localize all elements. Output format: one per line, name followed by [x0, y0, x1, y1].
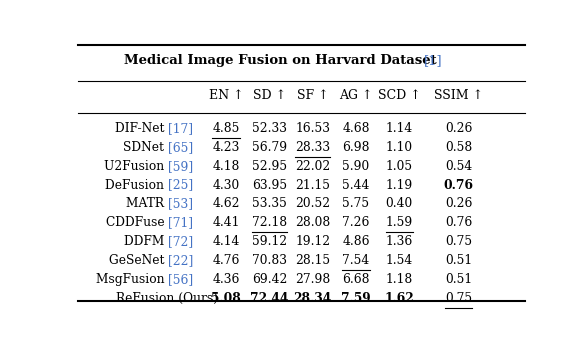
- Text: 0.51: 0.51: [445, 254, 472, 267]
- Text: 4.18: 4.18: [212, 160, 240, 173]
- Text: 63.95: 63.95: [252, 178, 287, 191]
- Text: 4.14: 4.14: [212, 235, 240, 248]
- Text: 0.26: 0.26: [445, 122, 472, 135]
- Text: 70.83: 70.83: [252, 254, 287, 267]
- Text: 28.08: 28.08: [295, 216, 330, 229]
- Text: 5.44: 5.44: [342, 178, 370, 191]
- Text: 16.53: 16.53: [295, 122, 330, 135]
- Text: 56.79: 56.79: [252, 141, 287, 154]
- Text: 5.75: 5.75: [342, 198, 370, 210]
- Text: 28.34: 28.34: [293, 292, 332, 305]
- Text: [72]: [72]: [168, 235, 193, 248]
- Text: [25]: [25]: [168, 178, 193, 191]
- Text: 0.26: 0.26: [445, 198, 472, 210]
- Text: 1.59: 1.59: [386, 216, 413, 229]
- Text: SCD ↑: SCD ↑: [378, 89, 420, 102]
- Text: [22]: [22]: [168, 254, 193, 267]
- Text: DeFusion: DeFusion: [105, 178, 167, 191]
- Text: 22.02: 22.02: [295, 160, 330, 173]
- Text: 4.30: 4.30: [212, 178, 240, 191]
- Text: 1.18: 1.18: [386, 273, 413, 286]
- Text: DIF-Net: DIF-Net: [115, 122, 167, 135]
- Text: 0.75: 0.75: [445, 292, 472, 305]
- Text: EN ↑: EN ↑: [209, 89, 243, 102]
- Text: 0.40: 0.40: [386, 198, 413, 210]
- Text: 4.76: 4.76: [212, 254, 240, 267]
- Text: 4.41: 4.41: [212, 216, 240, 229]
- Text: 21.15: 21.15: [295, 178, 330, 191]
- Text: 1.36: 1.36: [386, 235, 413, 248]
- Text: 7.54: 7.54: [342, 254, 370, 267]
- Text: 0.54: 0.54: [445, 160, 472, 173]
- Text: 59.12: 59.12: [252, 235, 287, 248]
- Text: 4.86: 4.86: [342, 235, 370, 248]
- Text: 20.52: 20.52: [295, 198, 330, 210]
- Text: 5.08: 5.08: [211, 292, 241, 305]
- Text: CDDFuse: CDDFuse: [106, 216, 167, 229]
- Text: [65]: [65]: [168, 141, 193, 154]
- Text: 4.36: 4.36: [212, 273, 240, 286]
- Text: 0.51: 0.51: [445, 273, 472, 286]
- Text: 0.75: 0.75: [445, 235, 472, 248]
- Text: AG ↑: AG ↑: [339, 89, 373, 102]
- Text: 1.54: 1.54: [386, 254, 413, 267]
- Text: 28.15: 28.15: [295, 254, 330, 267]
- Text: 28.33: 28.33: [295, 141, 330, 154]
- Text: 52.95: 52.95: [252, 160, 287, 173]
- Text: [1]: [1]: [424, 54, 443, 67]
- Text: [56]: [56]: [168, 273, 193, 286]
- Text: [59]: [59]: [168, 160, 193, 173]
- Text: 7.26: 7.26: [342, 216, 370, 229]
- Text: ReFusion (Ours): ReFusion (Ours): [116, 292, 218, 305]
- Text: [71]: [71]: [168, 216, 193, 229]
- Text: 1.14: 1.14: [386, 122, 413, 135]
- Text: DDFM: DDFM: [124, 235, 167, 248]
- Text: 27.98: 27.98: [295, 273, 330, 286]
- Text: 6.98: 6.98: [342, 141, 370, 154]
- Text: 72.44: 72.44: [250, 292, 289, 305]
- Text: 1.62: 1.62: [385, 292, 414, 305]
- Text: 53.35: 53.35: [252, 198, 287, 210]
- Text: U2Fusion: U2Fusion: [104, 160, 167, 173]
- Text: GeSeNet: GeSeNet: [109, 254, 167, 267]
- Text: SDNet: SDNet: [123, 141, 167, 154]
- Text: 4.23: 4.23: [212, 141, 240, 154]
- Text: 52.33: 52.33: [252, 122, 287, 135]
- Text: 7.59: 7.59: [341, 292, 371, 305]
- Text: 5.90: 5.90: [342, 160, 370, 173]
- Text: [17]: [17]: [168, 122, 193, 135]
- Text: 4.62: 4.62: [212, 198, 240, 210]
- Text: 72.18: 72.18: [252, 216, 287, 229]
- Text: SF ↑: SF ↑: [297, 89, 329, 102]
- Text: 19.12: 19.12: [295, 235, 330, 248]
- Text: 0.58: 0.58: [445, 141, 472, 154]
- Text: 1.05: 1.05: [386, 160, 413, 173]
- Text: 0.76: 0.76: [443, 178, 473, 191]
- Text: MsgFusion: MsgFusion: [96, 273, 167, 286]
- Text: 1.19: 1.19: [386, 178, 413, 191]
- Text: MATR: MATR: [126, 198, 167, 210]
- Text: SSIM ↑: SSIM ↑: [434, 89, 483, 102]
- Text: 1.10: 1.10: [386, 141, 413, 154]
- Text: [53]: [53]: [168, 198, 193, 210]
- Text: 4.85: 4.85: [212, 122, 240, 135]
- Text: SD ↑: SD ↑: [253, 89, 286, 102]
- Text: 6.68: 6.68: [342, 273, 370, 286]
- Text: Medical Image Fusion on Harvard Dataset: Medical Image Fusion on Harvard Dataset: [125, 54, 442, 67]
- Text: 69.42: 69.42: [252, 273, 287, 286]
- Text: 0.76: 0.76: [445, 216, 472, 229]
- Text: 4.68: 4.68: [342, 122, 370, 135]
